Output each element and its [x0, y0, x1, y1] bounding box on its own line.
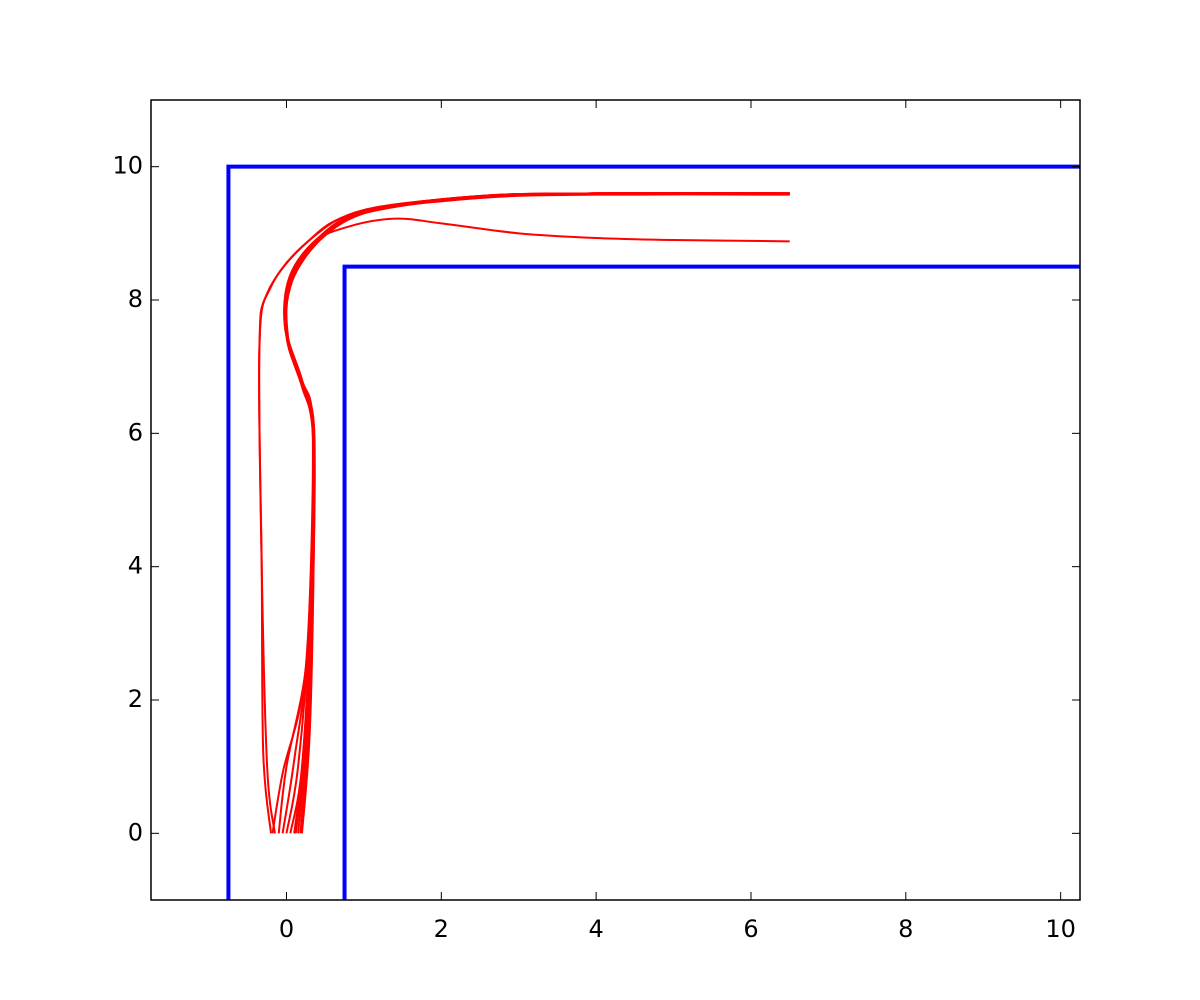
x-tick-label: 6	[743, 915, 758, 943]
y-tick-label: 6	[128, 418, 143, 446]
trajectory-t12	[284, 217, 790, 834]
x-tick-label: 10	[1045, 915, 1076, 943]
y-tick-label: 8	[128, 285, 143, 313]
x-tick-label: 4	[589, 915, 604, 943]
y-tick-label: 0	[128, 818, 143, 846]
outer-wall	[226, 164, 1080, 900]
y-tick-label: 4	[128, 552, 143, 580]
x-tick-label: 0	[279, 915, 294, 943]
tick-layer: 0 2 4 6 8 10 0 2 4 6 8 10	[112, 100, 1080, 943]
x-tick-label: 2	[434, 915, 449, 943]
x-tick-label: 8	[898, 915, 913, 943]
trajectory-layer	[257, 192, 790, 834]
wall-layer	[226, 164, 1080, 900]
inner-wall	[342, 264, 1080, 900]
plot-frame	[150, 99, 1081, 901]
y-tick-label: 2	[128, 685, 143, 713]
y-tick-label: 10	[112, 152, 143, 180]
